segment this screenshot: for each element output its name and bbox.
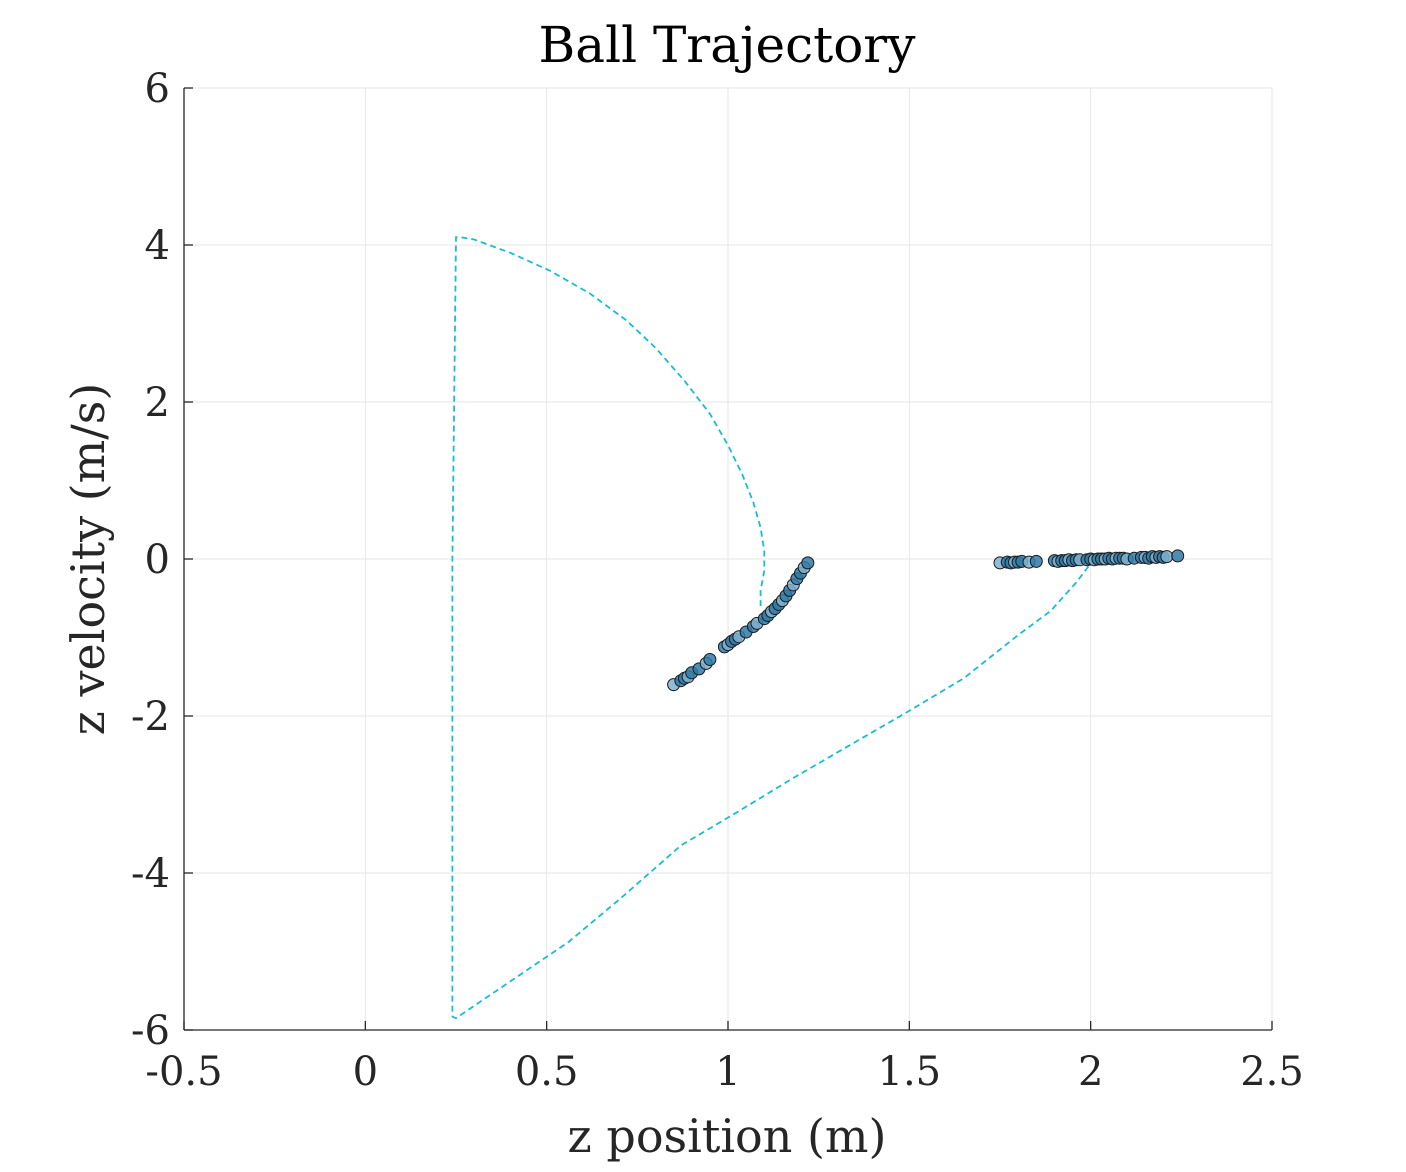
- axes: [183, 87, 1273, 1031]
- x-tick-label: -0.5: [145, 1049, 222, 1095]
- x-tick-label: 0: [353, 1049, 378, 1095]
- tick-labels: -0.5 0 0.5 1 1.5 2 2.5 -6 -4 -2 0 2 4 6: [131, 66, 1304, 1095]
- data-point: [801, 556, 815, 570]
- chart-title: Ball Trajectory: [539, 16, 917, 74]
- y-tick-label: 4: [145, 223, 170, 269]
- y-tick-label: -4: [131, 851, 170, 897]
- data-point: [1171, 549, 1185, 563]
- plot-series: [451, 236, 1185, 1020]
- x-tick-label: 2: [1078, 1049, 1103, 1095]
- x-tick-label: 1.5: [878, 1049, 942, 1095]
- y-tick-label: -6: [131, 1008, 170, 1054]
- x-tick-label: 2.5: [1240, 1049, 1304, 1095]
- data-point: [703, 653, 717, 666]
- x-tick-label: 1: [715, 1049, 740, 1095]
- y-tick-label: 2: [145, 380, 170, 426]
- trajectory-dashed-line: [451, 236, 1092, 1020]
- y-tick-label: 6: [145, 66, 170, 112]
- x-tick-label: 0.5: [515, 1049, 579, 1095]
- data-point: [1029, 554, 1043, 568]
- y-tick-label: 0: [145, 537, 170, 583]
- data-point: [1160, 550, 1174, 564]
- x-axis-label: z position (m): [568, 1109, 887, 1163]
- y-tick-label: -2: [131, 694, 170, 740]
- y-axis-label: z velocity (m/s): [61, 383, 115, 736]
